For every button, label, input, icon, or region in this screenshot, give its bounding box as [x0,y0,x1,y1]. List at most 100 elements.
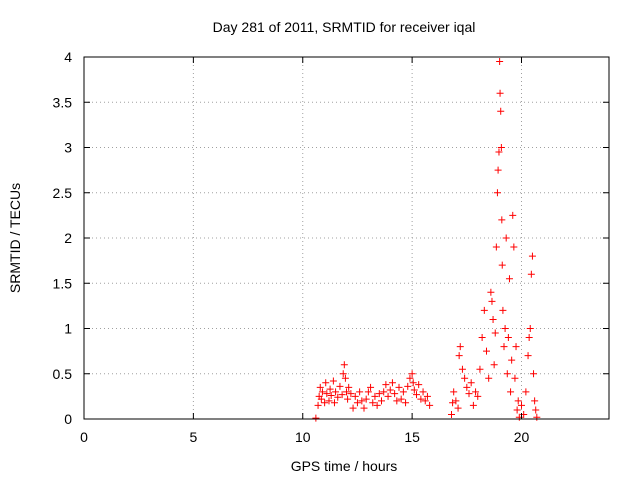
data-point [512,343,520,351]
data-point [415,381,423,389]
data-point [467,379,475,387]
data-point [406,374,414,382]
data-point [329,377,337,385]
data-point [351,392,359,400]
data-point [362,395,370,403]
data-point [408,370,416,378]
data-point [498,216,506,224]
data-point [496,89,504,97]
data-point [527,270,535,278]
data-point [499,306,507,314]
x-tick-label: 0 [80,429,88,445]
data-point [323,390,331,398]
data-point [469,401,477,409]
data-point [317,395,325,403]
data-point [393,397,401,405]
data-point [455,352,463,360]
data-point [458,365,466,373]
data-points [312,58,541,422]
data-point [452,397,460,405]
y-tick-label: 4 [64,49,72,65]
y-tick-label: 3.5 [53,94,73,110]
data-point [449,399,457,407]
data-point [373,401,381,409]
data-point [454,404,462,412]
data-point [522,388,530,396]
data-point [423,392,431,400]
data-point [513,406,521,414]
data-point [399,388,407,396]
data-point [314,401,322,409]
data-point [514,397,522,405]
data-point [478,334,486,342]
data-point [382,381,390,389]
y-axis-label: SRMTID / TECUs [7,183,23,293]
data-point [532,406,540,414]
data-point [525,334,533,342]
data-point [524,352,532,360]
data-point [501,325,509,332]
data-point [384,392,392,400]
y-tick-label: 2.5 [53,185,73,201]
data-point [421,397,429,405]
data-point [325,397,333,405]
data-point [404,382,412,390]
data-point [518,401,525,409]
data-point [493,189,501,197]
data-point [502,234,510,242]
data-point [343,388,350,396]
data-point [507,388,515,396]
data-point [419,388,427,396]
data-point [498,261,506,269]
y-tick-label: 0 [64,411,72,427]
data-point [417,395,425,403]
data-point [341,374,349,382]
y-tick-label: 2 [64,230,72,246]
y-tick-label: 0.5 [53,366,73,382]
data-point [334,393,342,401]
data-point [500,343,508,351]
grid [84,57,609,419]
data-point [510,243,518,251]
data-point [371,392,379,400]
data-point [476,365,484,373]
data-point [413,391,420,399]
data-point [450,388,458,396]
x-tick-label: 5 [189,429,197,445]
data-point [338,391,346,399]
data-point [339,370,347,378]
y-tick-label: 1 [64,321,72,337]
data-point [318,388,326,396]
data-point [496,58,504,66]
data-point [358,397,366,405]
data-point [409,379,417,387]
data-point [391,390,399,398]
data-point [397,395,405,403]
data-point [472,388,480,396]
data-point [402,399,410,407]
data-point [511,374,519,382]
data-point [332,388,340,396]
data-point [367,383,375,391]
data-point [463,383,471,391]
data-point [327,391,335,399]
chart-title: Day 281 of 2011, SRMTID for receiver iqa… [213,19,476,35]
data-point [349,404,357,412]
data-point [488,297,496,305]
data-point [312,414,320,422]
data-point [448,410,455,418]
x-axis-label: GPS time / hours [291,458,398,474]
x-tick-label: 10 [295,429,311,445]
data-point [456,343,464,351]
data-point [526,325,534,332]
data-point [369,399,377,407]
data-point [347,390,355,398]
data-point [395,383,403,391]
data-point [497,107,505,115]
data-point [378,397,385,405]
data-point [495,148,503,156]
data-point [326,385,334,393]
data-point [485,374,493,382]
data-point [336,382,344,390]
